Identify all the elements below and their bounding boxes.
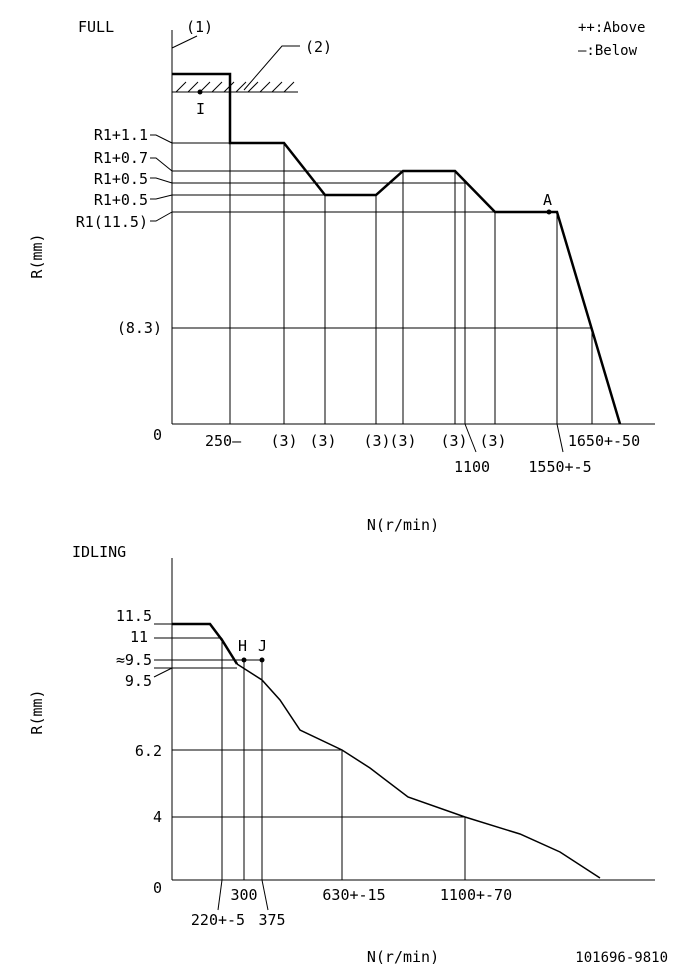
leader-r1: [150, 211, 173, 222]
full-y-axis-label: R(mm): [28, 233, 46, 278]
point-A-marker: [546, 209, 552, 215]
legend-above: ++:Above: [578, 20, 645, 36]
point-I-marker: [197, 89, 203, 95]
x-label-3b: (3): [309, 432, 336, 450]
x-label-3e: (3): [440, 432, 467, 450]
point-H-marker: [241, 657, 247, 663]
idling-curve-top: [172, 622, 239, 665]
y-label-11: 11: [130, 628, 148, 646]
y-label-zero: 0: [153, 426, 162, 444]
y-label-8-3: (8.3): [117, 319, 162, 337]
idling-y-axis-label: R(mm): [28, 689, 46, 734]
point-I-label: I: [196, 100, 205, 118]
leader-r1-1-1: [150, 134, 173, 144]
x-label-1100: 1100: [454, 458, 490, 476]
callout-1-label: (1): [186, 18, 213, 36]
y-label-approx-9-5: ≈9.5: [116, 651, 152, 669]
point-J-label: J: [258, 637, 267, 655]
leader-1550: [556, 423, 564, 453]
full-curve: [172, 72, 622, 425]
callout-2-label: (2): [305, 38, 332, 56]
idling-title: IDLING: [72, 543, 126, 561]
y-label-zero: 0: [153, 879, 162, 897]
y-label-6-2: 6.2: [135, 742, 162, 760]
y-label-r1-0-5a: R1+0.5: [94, 170, 148, 188]
x-label-3f: (3): [479, 432, 506, 450]
y-label-4: 4: [153, 808, 162, 826]
leader-1100: [464, 423, 477, 453]
idling-curve: [236, 663, 601, 879]
x-label-3a: (3): [270, 432, 297, 450]
y-label-r1-1-1: R1+1.1: [94, 126, 148, 144]
document-code: 101696-9810: [575, 950, 668, 966]
callout-1-leader: [171, 35, 198, 49]
point-J-marker: [259, 657, 265, 663]
x-label-250: 250—: [205, 432, 242, 450]
hatched-stop-line: [172, 81, 298, 93]
x-label-3d: (3): [389, 432, 416, 450]
callout-2-leader: [243, 45, 300, 91]
x-label-220: 220+-5: [191, 911, 245, 929]
x-label-1100: 1100+-70: [440, 886, 512, 904]
idling-chart: IDLING H J 11.5 11 ≈9.5 9.5 6.2 4 0: [28, 543, 655, 966]
y-label-11-5: 11.5: [116, 607, 152, 625]
y-label-r1-0-5b: R1+0.5: [94, 191, 148, 209]
point-H-label: H: [238, 637, 247, 655]
legend-below: —:Below: [578, 43, 638, 59]
full-title: FULL: [78, 18, 114, 36]
full-x-axis-label: N(r/min): [367, 516, 439, 534]
x-label-3c: (3): [363, 432, 390, 450]
x-label-1550: 1550+-5: [528, 458, 591, 476]
x-label-300: 300: [230, 886, 257, 904]
leader-9-5: [153, 667, 173, 678]
y-label-r1-0-7: R1+0.7: [94, 149, 148, 167]
point-A-label: A: [543, 191, 552, 209]
leader-r1-0-7: [150, 157, 173, 172]
leader-375: [261, 879, 269, 911]
x-label-1650: 1650+-50: [568, 432, 640, 450]
x-label-630: 630+-15: [322, 886, 385, 904]
x-label-375: 375: [258, 911, 285, 929]
leader-r1-0-5a: [150, 177, 173, 184]
leader-220: [217, 879, 223, 911]
y-label-r1: R1(11.5): [76, 213, 148, 231]
full-chart: FULL (1) (2) ++:Above —:Below I: [28, 18, 655, 534]
idling-x-axis-label: N(r/min): [367, 948, 439, 966]
y-label-9-5: 9.5: [125, 672, 152, 690]
leader-r1-0-5b: [150, 194, 173, 200]
